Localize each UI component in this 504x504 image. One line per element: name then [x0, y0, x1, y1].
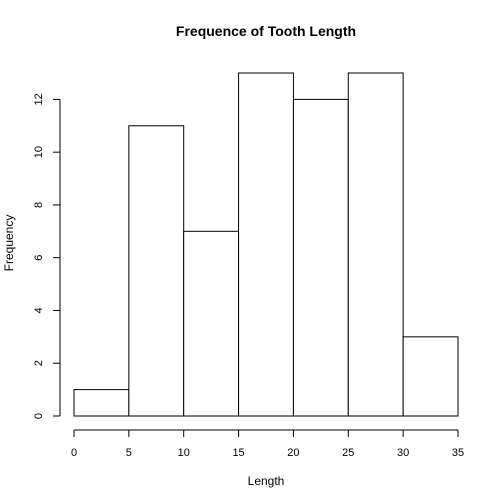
- x-tick-label: 10: [178, 447, 190, 459]
- y-axis: 0 2 4 6 8 10 12: [33, 93, 61, 419]
- y-tick-label: 2: [33, 360, 45, 366]
- histogram-bar-4: [238, 72, 294, 417]
- y-tick-label: 4: [33, 307, 45, 313]
- x-tick-label: 25: [342, 447, 354, 459]
- histogram-bar-2: [128, 125, 185, 417]
- bars-group: [73, 72, 459, 417]
- histogram-bar-5: [292, 98, 349, 417]
- y-tick-label: 6: [33, 255, 45, 261]
- histogram-bar-3: [183, 230, 240, 417]
- x-tick-label: 35: [452, 447, 464, 459]
- x-tick-label: 20: [287, 447, 299, 459]
- histogram-bar-6: [347, 72, 404, 417]
- y-tick-label: 10: [33, 146, 45, 158]
- histogram-bar-7: [402, 336, 459, 417]
- x-axis: 0 5 10 15 20 25 30 35: [71, 429, 464, 459]
- x-tick-label: 15: [232, 447, 244, 459]
- y-tick-label: 12: [33, 93, 45, 105]
- y-tick-label: 0: [33, 413, 45, 419]
- x-tick-label: 0: [71, 447, 77, 459]
- histogram-bar-1: [73, 389, 130, 417]
- y-tick-label: 8: [33, 202, 45, 208]
- chart-title: Frequence of Tooth Length: [176, 23, 356, 39]
- y-axis-label: Frequency: [2, 215, 16, 272]
- x-axis-label: Length: [248, 474, 285, 488]
- x-tick-label: 5: [126, 447, 132, 459]
- x-tick-label: 30: [397, 447, 409, 459]
